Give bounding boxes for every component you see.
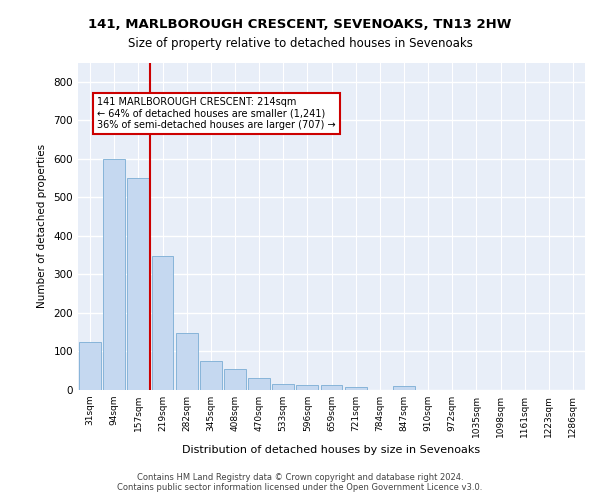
Bar: [393, 386, 415, 390]
Bar: [79, 342, 101, 390]
Bar: [224, 369, 246, 390]
Text: 141 MARLBOROUGH CRESCENT: 214sqm
← 64% of detached houses are smaller (1,241)
36: 141 MARLBOROUGH CRESCENT: 214sqm ← 64% o…: [97, 97, 336, 130]
Bar: [345, 388, 367, 390]
Bar: [296, 385, 318, 390]
Text: Size of property relative to detached houses in Sevenoaks: Size of property relative to detached ho…: [128, 38, 472, 51]
Bar: [152, 256, 173, 390]
Bar: [248, 378, 270, 390]
X-axis label: Distribution of detached houses by size in Sevenoaks: Distribution of detached houses by size …: [182, 446, 481, 456]
Bar: [272, 384, 294, 390]
Y-axis label: Number of detached properties: Number of detached properties: [37, 144, 47, 308]
Bar: [176, 333, 197, 390]
Text: Contains HM Land Registry data © Crown copyright and database right 2024.
Contai: Contains HM Land Registry data © Crown c…: [118, 473, 482, 492]
Bar: [320, 385, 343, 390]
Bar: [103, 159, 125, 390]
Bar: [127, 178, 149, 390]
Text: 141, MARLBOROUGH CRESCENT, SEVENOAKS, TN13 2HW: 141, MARLBOROUGH CRESCENT, SEVENOAKS, TN…: [88, 18, 512, 30]
Bar: [200, 361, 221, 390]
